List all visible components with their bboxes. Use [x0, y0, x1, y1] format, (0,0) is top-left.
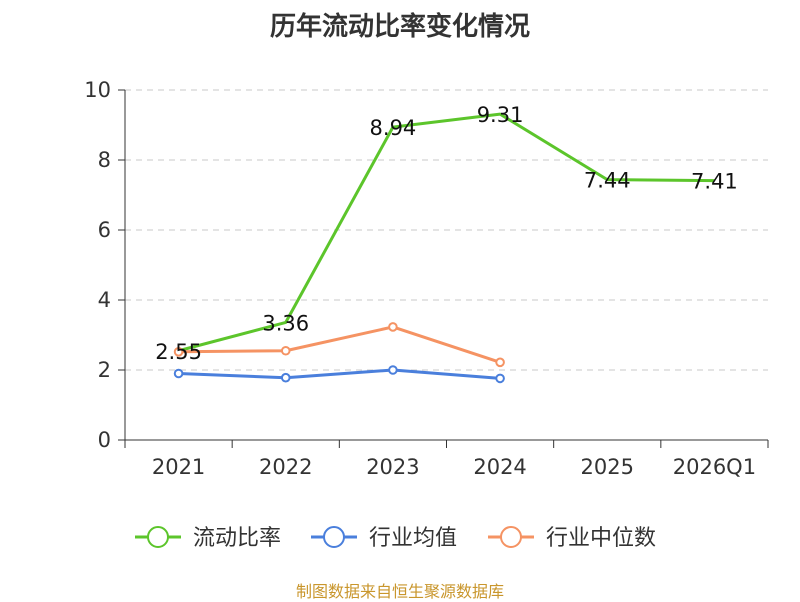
y-tick-label: 0: [98, 428, 111, 452]
legend-item-2: 行业中位数: [488, 526, 656, 551]
series-line-2: [178, 325, 501, 364]
chart-title: 历年流动比率变化情况: [269, 12, 530, 42]
legend: 流动比率 行业均值 行业中位数: [135, 526, 656, 551]
legend-swatch-marker: [147, 526, 169, 548]
x-tick-label: 2021: [152, 455, 205, 479]
data-point: [388, 365, 398, 375]
source-note: 制图数据来自恒生聚源数据库: [295, 582, 504, 601]
y-tick-label: 10: [84, 78, 111, 102]
x-tick-label: 2026Q1: [673, 455, 756, 479]
axes: 0 2 4 6 8 10 2021 2022 2023 2024 2025 2026Q1: [84, 78, 769, 479]
data-label: 7.44: [584, 169, 631, 193]
x-tick-label: 2024: [473, 455, 526, 479]
data-point: [280, 372, 291, 383]
data-label: 2.55: [155, 340, 202, 364]
legend-label: 行业均值: [369, 526, 457, 551]
legend-item-1: 行业均值: [311, 526, 457, 551]
y-tick-label: 2: [98, 358, 111, 382]
data-label: 8.94: [370, 116, 417, 140]
data-label: 3.36: [262, 311, 309, 335]
data-point: [495, 373, 505, 384]
data-label: 7.41: [691, 170, 738, 194]
data-point: [388, 322, 398, 332]
x-tick-label: 2025: [581, 455, 634, 479]
data-point: [495, 357, 505, 368]
x-tick-label: 2023: [366, 455, 419, 479]
data-point: [173, 347, 184, 357]
data-label: 9.31: [477, 103, 524, 127]
legend-item-0: 流动比率: [135, 526, 281, 551]
y-tick-label: 8: [98, 148, 111, 172]
data-labels: 2.55 3.36 8.94 9.31 7.44 7.41: [155, 103, 738, 364]
series-line-0: [178, 112, 715, 353]
y-tick-label: 6: [98, 218, 111, 242]
data-point: [173, 368, 184, 379]
series-lines: [173, 112, 715, 384]
legend-swatch-marker: [323, 526, 345, 548]
data-point: [280, 345, 291, 356]
legend-label: 流动比率: [193, 526, 281, 551]
legend-swatch-marker: [500, 526, 522, 548]
y-tick-label: 4: [98, 288, 111, 312]
legend-label: 行业中位数: [546, 526, 656, 551]
grid-lines: [125, 89, 768, 371]
series-line-1: [178, 368, 501, 380]
x-tick-label: 2022: [259, 455, 312, 479]
